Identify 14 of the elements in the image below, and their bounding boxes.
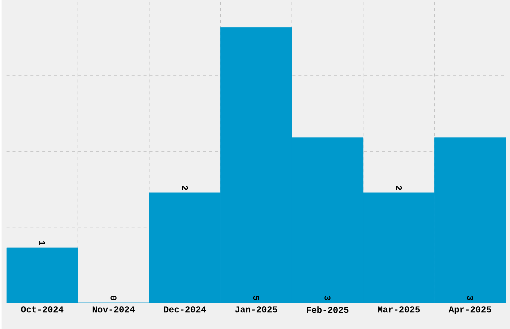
x-tick-label: Mar-2025 xyxy=(378,306,420,313)
x-tick-label: Feb-2025 xyxy=(307,306,349,314)
x-tick-label: Jan-2025 xyxy=(235,306,278,313)
x-tick-label: Oct-2024 xyxy=(21,306,64,313)
data-label: 0 xyxy=(110,296,117,300)
data-label: 3 xyxy=(467,296,474,300)
x-tick-label: Apr-2025 xyxy=(448,306,492,314)
x-tick-label: Nov-2024 xyxy=(92,306,135,313)
data-label: 1 xyxy=(40,241,46,246)
x-tick-label: Dec-2024 xyxy=(164,306,206,313)
data-label: 2 xyxy=(396,186,402,190)
data-label: 3 xyxy=(324,296,331,300)
data-label: 2 xyxy=(182,186,188,190)
data-label: 5 xyxy=(253,296,260,300)
